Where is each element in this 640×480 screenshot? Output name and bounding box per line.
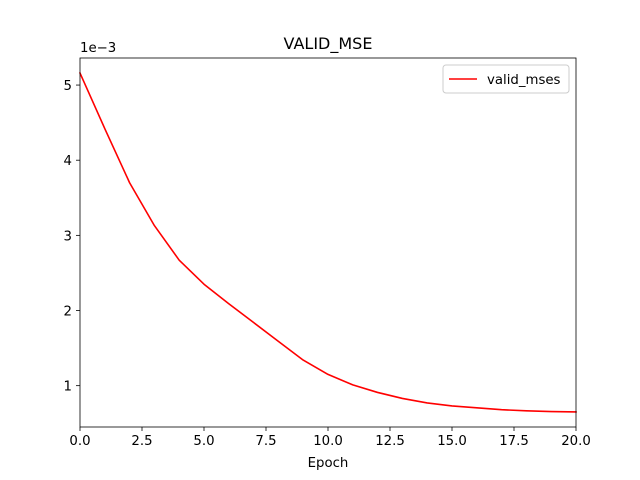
- x-tick-label: 10.0: [313, 434, 343, 449]
- x-tick-label: 5.0: [193, 434, 214, 449]
- y-axis-offset-label: 1e−3: [80, 41, 116, 56]
- x-tick-label: 17.5: [499, 434, 529, 449]
- x-axis-label: Epoch: [308, 456, 349, 471]
- axes-frame: [79, 57, 577, 428]
- y-tick-label: 1: [64, 380, 72, 395]
- y-tick-label: 4: [64, 154, 72, 169]
- x-tick-label: 0.0: [69, 434, 90, 449]
- x-tick-label: 12.5: [375, 434, 405, 449]
- y-tick-label: 3: [64, 229, 72, 244]
- x-tick-label: 15.0: [437, 434, 467, 449]
- series-line-valid_mses: [78, 71, 577, 413]
- x-tick-label: 7.5: [255, 434, 276, 449]
- y-tick-label: 2: [64, 305, 72, 320]
- x-tick-label: 2.5: [131, 434, 152, 449]
- x-tick-label: 20.0: [561, 434, 591, 449]
- plot-area: 0.0 2.5 5.0 7.5 10.0 12.5 15.0 17.5 20.0 1 2 3 4 5 val…: [64, 57, 591, 449]
- y-tick-label: 5: [64, 79, 72, 94]
- legend-entry-label: valid_mses: [487, 73, 561, 88]
- chart-title: VALID_MSE: [284, 34, 373, 54]
- legend-box: [442, 64, 570, 94]
